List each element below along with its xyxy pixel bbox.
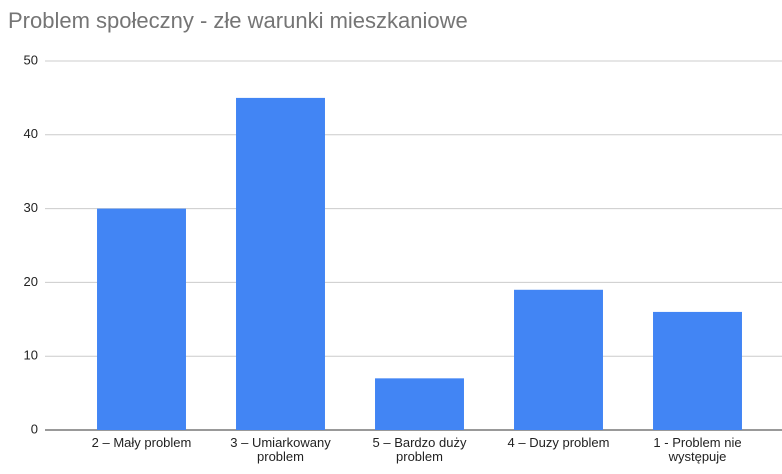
y-tick-label: 10 [24,348,38,363]
y-tick-label: 0 [31,421,38,436]
chart-title: Problem społeczny - złe warunki mieszkan… [8,8,468,33]
x-tick-label: 5 – Bardzo duży problem [372,435,467,464]
bar [514,289,603,430]
y-tick-label: 30 [24,200,38,215]
x-tick-label: 4 – Duzy problem [507,435,610,450]
x-tick-label: 3 – Umiarkowany problem [230,435,331,464]
y-tick-label: 40 [24,126,38,141]
bar [97,208,186,430]
y-tick-label: 20 [24,274,38,289]
bar [375,378,464,430]
bar [653,311,742,430]
bar [236,97,325,431]
x-tick-label: 2 – Mały problem [91,435,192,450]
y-tick-label: 50 [24,52,38,67]
x-tick-label: 1 - Problem nie występuje [653,435,742,464]
